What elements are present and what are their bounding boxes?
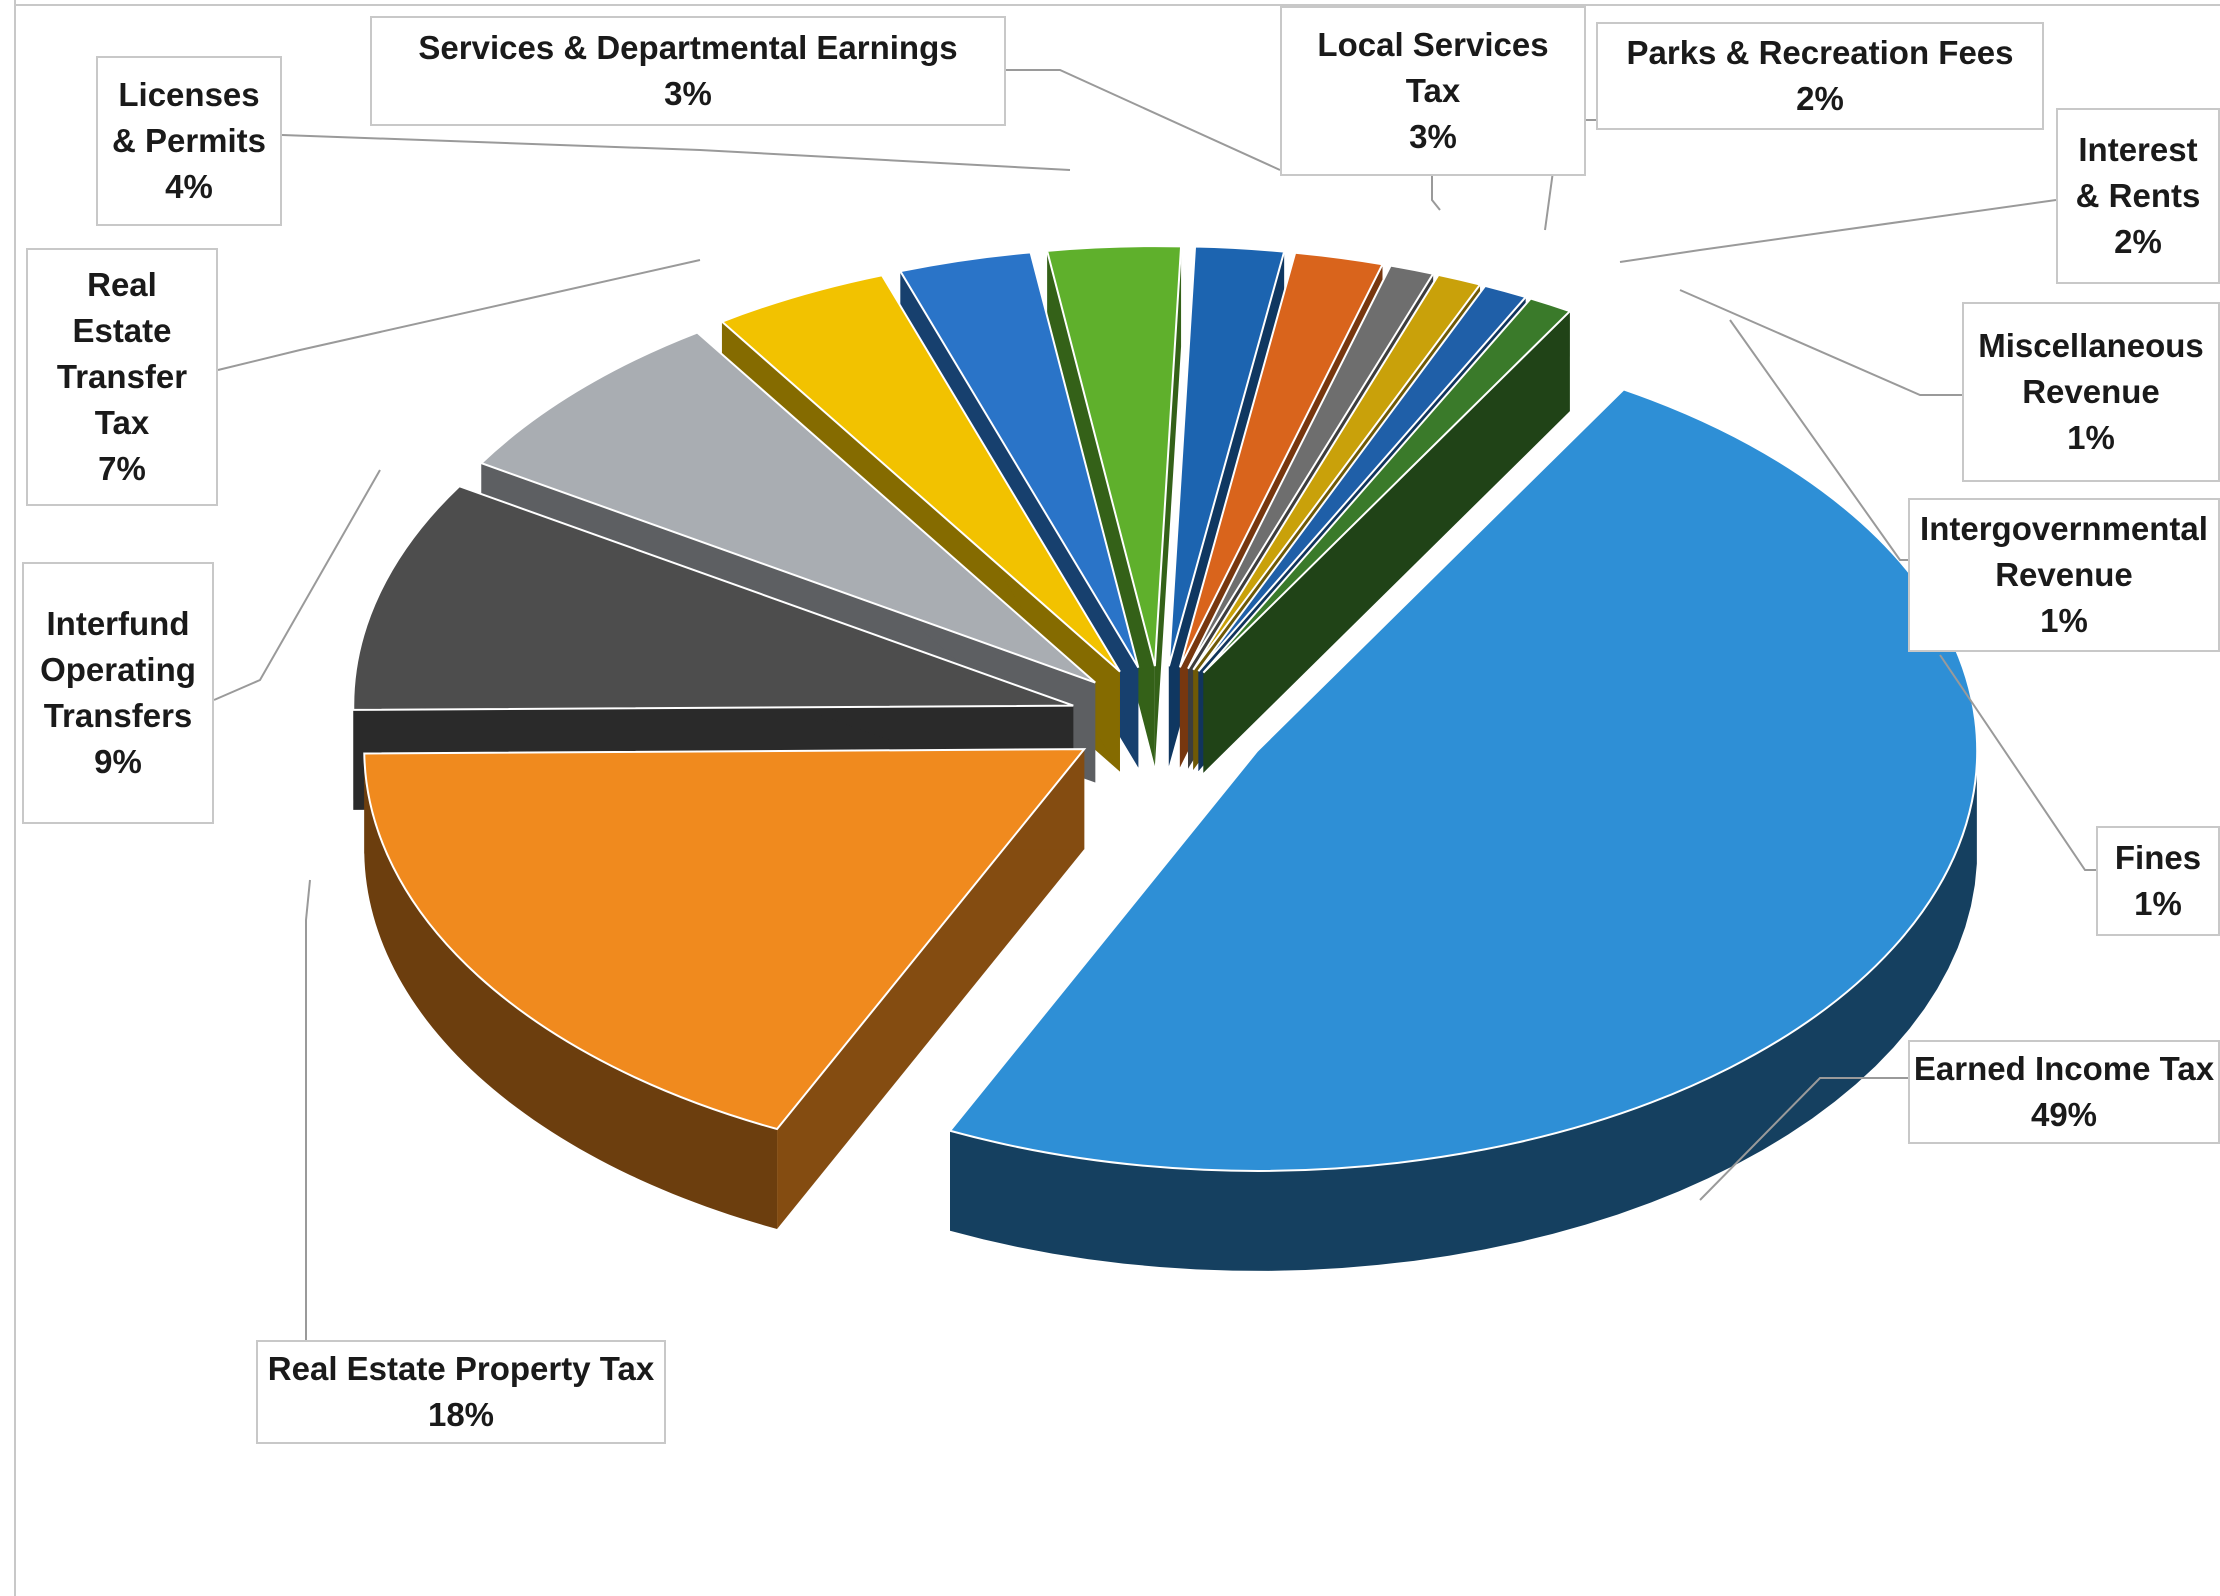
slice-label-name: Local Services Tax (1317, 26, 1549, 109)
slice-label-name: Parks & Recreation Fees (1626, 34, 2014, 71)
slice-label-1: Real Estate Property Tax 18% (256, 1340, 666, 1444)
pie-slice-1-wall-0 (777, 749, 1085, 1230)
slice-label-percent: 49% (2030, 1096, 2098, 1133)
chart-frame-top (14, 4, 2220, 6)
slice-label-9: Miscellaneous Revenue 1% (1962, 302, 2220, 482)
chart-frame-left (14, 0, 16, 1596)
pie-slice-0-side (950, 763, 1977, 1271)
pie-slice-1-top (363, 748, 1087, 1131)
slice-label-percent: 1% (2040, 602, 2088, 639)
slice-label-name: Licenses & Permits (111, 76, 267, 159)
slice-label-10: Intergovernmental Revenue 1% (1908, 498, 2220, 652)
slice-label-6: Local Services Tax 3% (1280, 6, 1586, 176)
slice-label-percent: 9% (94, 743, 142, 780)
leader-line-2 (213, 469, 381, 701)
leader-line-1 (305, 879, 311, 1340)
slice-label-11: Fines 1% (2096, 826, 2220, 936)
leader-line-0 (1699, 1077, 1908, 1201)
pie-slice-9-top (1187, 264, 1435, 670)
slice-label-2: Interfund Operating Transfers 9% (22, 562, 214, 824)
pie-slice-6-wall-1 (1154, 246, 1182, 767)
slice-label-name: Interest & Rents (2075, 131, 2201, 214)
pie-slice-7-top (1167, 245, 1286, 667)
slice-label-name: Interfund Operating Transfers (40, 605, 196, 734)
slice-label-name: Real Estate Property Tax (267, 1350, 655, 1387)
leader-line-8 (1619, 199, 2057, 263)
pie-slice-5-top (898, 251, 1140, 669)
slice-label-percent: 4% (165, 168, 213, 205)
slice-label-8: Interest & Rents 2% (2056, 108, 2220, 284)
pie-slice-3-top (479, 331, 1096, 684)
slice-label-0: Earned Income Tax 49% (1908, 1040, 2220, 1144)
slice-label-4: Licenses & Permits 4% (96, 56, 282, 226)
leader-line-10 (1729, 319, 1908, 561)
slice-label-percent: 18% (427, 1396, 495, 1433)
slice-label-name: Services & Departmental Earnings (418, 29, 958, 66)
pie-slice-6-top (1045, 245, 1183, 667)
slice-label-percent: 1% (2067, 419, 2115, 456)
slice-label-percent: 1% (2134, 885, 2182, 922)
leader-line-11 (1939, 654, 2096, 871)
pie-slice-1 (363, 748, 1087, 1230)
slice-label-percent: 3% (1409, 118, 1457, 155)
slice-label-percent: 2% (2114, 223, 2162, 260)
pie-slice-1-side (364, 753, 778, 1230)
slice-label-percent: 7% (98, 450, 146, 487)
pie-slice-8-top (1178, 251, 1385, 668)
pie-slice-12-wall-1 (1203, 311, 1570, 773)
pie-slice-10-top (1192, 273, 1482, 671)
leader-line-3 (217, 259, 701, 371)
pie-slice-12 (1202, 297, 1572, 773)
slice-label-name: Intergovernmental Revenue (1920, 510, 2208, 593)
slice-label-percent: 2% (1796, 80, 1844, 117)
pie-slice-2-top (352, 485, 1074, 711)
slice-label-3: Real Estate Transfer Tax 7% (26, 248, 218, 506)
leader-line-6 (1431, 176, 1441, 211)
pie-slice-12-top (1202, 297, 1572, 674)
slice-label-name: Miscellaneous Revenue (1978, 327, 2204, 410)
pie-slice-11-top (1197, 284, 1528, 672)
leader-line-9 (1679, 289, 1962, 396)
pie-slice-0 (948, 388, 1979, 1271)
slice-label-5: Services & Departmental Earnings 3% (370, 16, 1006, 126)
slice-label-name: Real Estate Transfer Tax (56, 266, 188, 441)
leader-line-4 (281, 134, 1071, 171)
leader-lines (213, 69, 2096, 1340)
leader-line-5 (1006, 69, 1281, 171)
pie-slice-4-top (720, 274, 1121, 673)
pie-slices (352, 245, 1979, 1271)
slice-label-name: Fines (2114, 839, 2202, 876)
slice-label-7: Parks & Recreation Fees 2% (1596, 22, 2044, 130)
slice-label-name: Earned Income Tax (1913, 1050, 2215, 1087)
slice-label-percent: 3% (664, 75, 712, 112)
pie-slice-0-top (948, 388, 1979, 1172)
